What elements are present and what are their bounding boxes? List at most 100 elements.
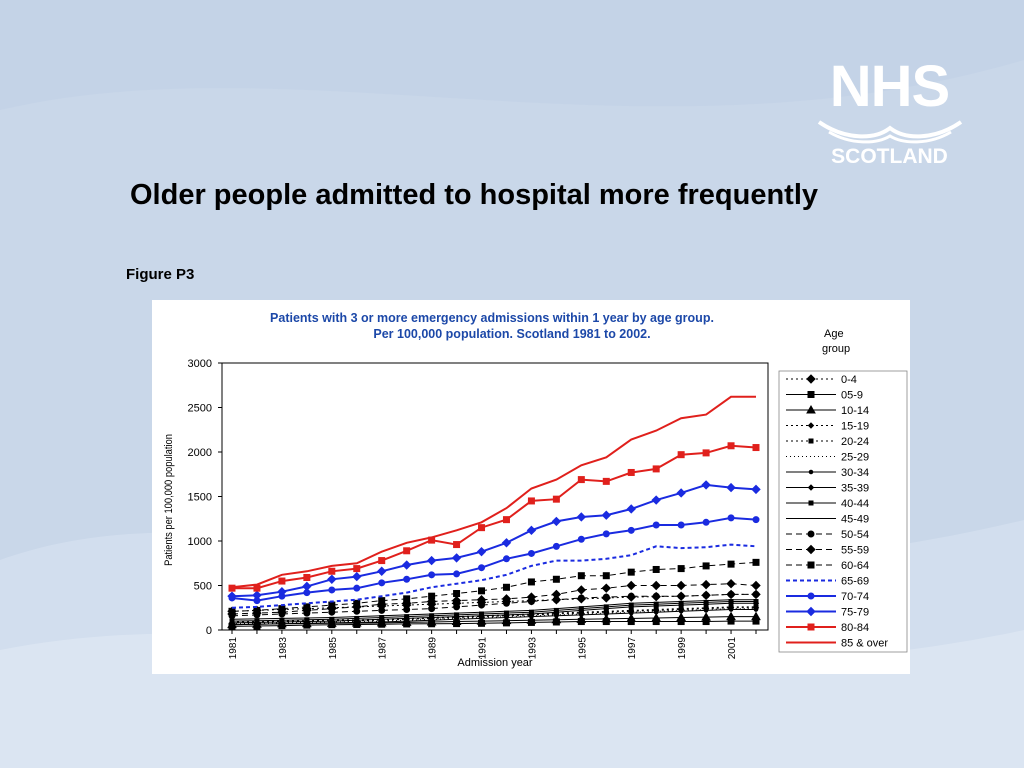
series-line [231, 561, 757, 612]
legend-item: 10-14 [786, 404, 869, 417]
data-point [352, 571, 362, 582]
data-point [501, 538, 512, 548]
data-point [627, 568, 635, 576]
legend-marker [808, 469, 814, 475]
slide-title: Older people admitted to hospital more f… [130, 179, 819, 211]
data-point [552, 495, 560, 503]
data-point [602, 477, 610, 485]
legend-marker [806, 404, 816, 414]
data-point [677, 521, 685, 529]
data-point [377, 566, 387, 576]
series-45-49 [231, 599, 756, 620]
data-point [428, 605, 436, 613]
data-point [302, 581, 312, 592]
data-point [403, 547, 411, 555]
data-point [278, 605, 286, 613]
legend-marker [807, 592, 815, 600]
data-point [676, 580, 686, 591]
legend-label: 50-54 [841, 529, 869, 541]
series-line [231, 543, 757, 609]
series-line [231, 607, 756, 624]
data-point [478, 587, 486, 595]
x-tick-label: 1999 [677, 637, 688, 660]
data-point [453, 541, 461, 549]
series-85-over [231, 395, 756, 589]
legend-item: 75-79 [786, 607, 869, 619]
data-point [627, 468, 635, 476]
series-60-64 [228, 558, 760, 615]
data-point [652, 565, 660, 573]
series-line [231, 606, 756, 623]
data-point [627, 592, 635, 600]
data-point [701, 612, 711, 621]
series-line [231, 601, 756, 622]
x-tick-label: 1993 [527, 637, 538, 660]
data-point [552, 575, 560, 583]
data-point [227, 591, 237, 601]
legend-marker [808, 438, 814, 444]
data-point [753, 607, 759, 612]
data-point [303, 573, 311, 581]
data-point [403, 575, 411, 583]
legend-label: 35-39 [841, 483, 869, 495]
data-point [726, 611, 736, 621]
legend-label: 85 & over [841, 638, 888, 650]
data-point [726, 579, 736, 589]
data-point [702, 562, 710, 570]
series-75-79 [227, 480, 761, 601]
series-65-69 [231, 543, 757, 609]
data-point [426, 555, 437, 566]
series-line [232, 444, 757, 590]
data-point [602, 530, 610, 538]
data-point [303, 603, 311, 611]
legend-label: 05-9 [841, 390, 863, 402]
x-tick-label: 2001 [727, 637, 738, 660]
legend-item: 25-29 [786, 452, 869, 464]
legend-item: 0-4 [786, 374, 857, 386]
legend-item: 50-54 [786, 529, 869, 541]
series-lines [227, 395, 761, 630]
data-point [502, 516, 510, 524]
data-point [551, 614, 562, 624]
y-tick-label: 0 [206, 625, 212, 637]
legend-marker [807, 561, 815, 569]
data-point [651, 495, 661, 505]
data-point [552, 542, 560, 550]
legend-label: 30-34 [841, 467, 869, 479]
data-point [626, 580, 636, 591]
data-point [651, 612, 662, 622]
data-point [702, 449, 710, 457]
data-point [328, 601, 336, 609]
y-tick-label: 1000 [188, 536, 212, 548]
legend-label: 60-64 [841, 560, 869, 572]
series-line [231, 593, 756, 617]
legend-marker [807, 422, 815, 429]
data-point [727, 560, 735, 568]
data-point [478, 524, 486, 532]
data-point [378, 557, 386, 565]
data-point [702, 518, 710, 526]
data-point [602, 572, 610, 580]
legend: 0-4 05-9 10-14 15-19 20-24 25-29 30-34 35-39 40-… [786, 374, 888, 650]
legend-item: 70-74 [786, 591, 869, 603]
data-point [752, 516, 760, 524]
logo-scotland-text: SCOTLAND [831, 145, 948, 168]
x-tick-label: 1989 [428, 637, 439, 660]
x-tick-label: 1985 [328, 637, 339, 660]
legend-item: 35-39 [786, 483, 869, 495]
series-line [231, 608, 756, 625]
data-point [703, 608, 709, 613]
legend-marker [806, 544, 816, 555]
y-tick-label: 3000 [188, 358, 212, 370]
data-point [252, 590, 262, 600]
data-point [551, 516, 562, 527]
legend-item: 20-24 [786, 436, 869, 448]
x-tick-label: 1983 [278, 637, 289, 660]
data-point [577, 476, 585, 484]
data-point [278, 577, 286, 585]
x-axis-label: Admission year [457, 657, 533, 669]
series-line [231, 609, 756, 626]
legend-item: 85 & over [786, 638, 888, 650]
legend-label: 70-74 [841, 591, 869, 603]
